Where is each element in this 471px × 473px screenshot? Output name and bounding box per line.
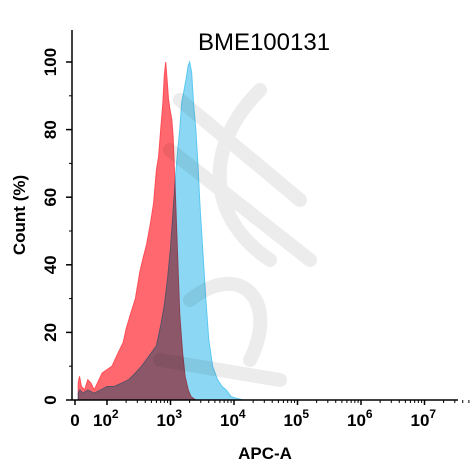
- x-tick-label: 103: [157, 407, 183, 430]
- y-tick-label: 100: [41, 48, 60, 76]
- y-tick-label: 80: [41, 120, 60, 139]
- x-tick-label: 105: [284, 407, 310, 430]
- histogram-series-layer: [77, 60, 244, 401]
- y-tick-label: 40: [41, 255, 60, 274]
- y-tick-label: 20: [41, 323, 60, 342]
- x-tick-label: 104: [220, 407, 246, 430]
- x-axis-label: APC-A: [238, 444, 292, 463]
- x-tick-label: 106: [347, 407, 373, 430]
- chart-title: BME100131: [198, 29, 330, 56]
- x-axis-ticks: 0102103104105106107108: [70, 400, 470, 430]
- x-tick-label: 0: [70, 411, 79, 430]
- histogram-series-2: [77, 60, 244, 401]
- y-axis-ticks: 0 20 40 60 80 100: [41, 48, 72, 405]
- x-tick-label: 107: [411, 407, 437, 430]
- y-axis-label: Count (%): [10, 175, 29, 255]
- y-tick-label: 60: [41, 188, 60, 207]
- x-tick-label: 102: [93, 407, 119, 430]
- y-tick-label: 0: [41, 395, 60, 404]
- axes: [71, 30, 458, 401]
